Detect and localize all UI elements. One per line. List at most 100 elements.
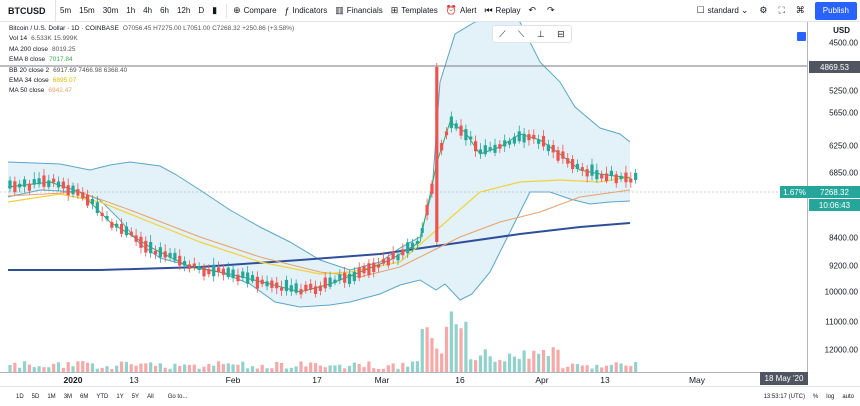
undo-button[interactable]: ↶ (524, 0, 543, 22)
currency-label[interactable]: USD (833, 26, 850, 35)
candle-body (13, 181, 17, 193)
legend-row-ma50[interactable]: MA 50 close 6942.47 (9, 86, 294, 96)
time-tick: Apr (535, 375, 549, 385)
interval-5m[interactable]: 5m (60, 6, 72, 15)
volume-bar (304, 366, 308, 372)
replay-button[interactable]: ⏮ Replay (480, 0, 524, 22)
volume-bar (202, 366, 206, 372)
time-axis[interactable]: 2020 13 Feb 17 Mar 16 Apr 13 May (0, 372, 808, 386)
candle-body (343, 272, 347, 283)
grid-icon[interactable]: ⊟ (557, 28, 565, 39)
interval-15m[interactable]: 15m (79, 6, 95, 15)
volume-bar (498, 359, 502, 372)
interval-1h[interactable]: 1h (126, 6, 136, 15)
snapshot-button[interactable]: ⌘ (792, 0, 812, 22)
settings-button[interactable]: ⚙ (755, 0, 774, 22)
legend-row-ma200[interactable]: MA 200 close 8019.25 (9, 45, 294, 55)
goto-button[interactable]: Go to... (167, 393, 188, 400)
range-5y[interactable]: 5Y (131, 393, 140, 400)
templates-button[interactable]: ⊞ Templates (387, 0, 442, 22)
candle-body (532, 134, 536, 140)
volume-bar (105, 366, 109, 372)
chart-pane[interactable]: Bitcoin / U.S. Dollar · 1D · COINBASE O7… (0, 22, 808, 372)
volume-bar (532, 350, 536, 372)
volume-bar (347, 365, 352, 372)
indicators-button[interactable]: ƒ Indicators (281, 0, 332, 22)
candle-body (566, 158, 570, 164)
range-ytd[interactable]: YTD (96, 393, 109, 400)
interval-6h[interactable]: 6h (160, 6, 169, 15)
compare-button[interactable]: ⊕ Compare (229, 0, 280, 22)
candle-body (90, 198, 95, 205)
candle-body (158, 247, 162, 258)
legend-label: BB 20 close 2 (9, 66, 50, 74)
layout-button[interactable]: ☐ standard ⌄ (693, 0, 756, 22)
interval-30m[interactable]: 30m (102, 6, 119, 15)
legend-row-ema34[interactable]: EMA 34 close 6895.07 (9, 76, 294, 86)
chart-type-button[interactable]: ▮ (208, 0, 224, 22)
candle-body (197, 266, 201, 271)
range-1d[interactable]: 1D (16, 393, 24, 400)
symbol-search[interactable]: BTCUSD (0, 0, 56, 22)
candle-body (493, 144, 497, 153)
volume-bar (187, 364, 192, 372)
financials-button[interactable]: ▥ Financials (331, 0, 387, 22)
range-all[interactable]: All (147, 393, 154, 400)
volume-bar (512, 356, 516, 372)
volume-bar (207, 363, 211, 372)
alert-button[interactable]: ⏰ Alert (442, 0, 481, 22)
candle-body (561, 151, 565, 159)
legend-row-ema8[interactable]: EMA 8 close 7017.84 (9, 55, 294, 65)
candle-body (391, 251, 395, 260)
range-6m[interactable]: 6M (80, 393, 89, 400)
candle-body (221, 268, 225, 275)
range-1y[interactable]: 1Y (116, 393, 124, 400)
utc-clock[interactable]: 13:53:17 (UTC) (763, 393, 805, 400)
interval-12h[interactable]: 12h (176, 6, 191, 15)
percent-toggle[interactable]: % (812, 393, 819, 400)
candle-body (173, 252, 177, 261)
range-3m[interactable]: 3M (63, 393, 73, 400)
pitchfork-icon[interactable]: ⊥ (536, 28, 545, 39)
candle-body (76, 189, 80, 196)
volume-bar (449, 311, 453, 372)
indicators-label: Indicators (292, 6, 328, 15)
redo-button[interactable]: ↷ (543, 0, 562, 22)
drawing-floating-toolbar[interactable]: ⟋ ⟍ ⊥ ⊟ (492, 25, 572, 43)
candle-body (22, 179, 27, 187)
log-toggle[interactable]: log (826, 393, 835, 400)
volume-bar (420, 328, 424, 372)
candle-body (420, 228, 424, 233)
legend-title-row: Bitcoin / U.S. Dollar · 1D · COINBASE O7… (9, 24, 294, 34)
undo-icon: ↶ (528, 5, 536, 15)
volume-bar (604, 365, 609, 372)
publish-button[interactable]: Publish (814, 1, 857, 20)
range-1m[interactable]: 1M (47, 393, 56, 400)
trend-line-icon[interactable]: ⟋ (499, 28, 506, 39)
candle-body (377, 264, 381, 268)
volume-bar (561, 368, 565, 372)
volume-bar (139, 363, 143, 372)
fib-icon[interactable]: ⟍ (518, 28, 525, 39)
auto-toggle[interactable]: auto (842, 393, 854, 400)
plus-circle-icon: ⊕ (233, 5, 241, 15)
candle-body (507, 140, 512, 145)
legend-row-vol[interactable]: Vol 14 6.533K 15.999K (9, 34, 294, 44)
interval-d[interactable]: D (198, 6, 205, 15)
legend-row-bb[interactable]: BB 20 close 2 6917.69 7466.98 6368.40 (9, 66, 294, 76)
volume-bar (333, 365, 337, 372)
scale-settings-icon[interactable] (797, 32, 806, 41)
volume-bar (61, 367, 65, 372)
fullscreen-button[interactable]: ⛶ (774, 0, 791, 22)
volume-bar (444, 326, 449, 372)
range-5d[interactable]: 5D (31, 393, 40, 400)
candle-body (168, 252, 172, 258)
volume-bar (309, 362, 313, 372)
candle-body (546, 144, 550, 152)
candle-body (459, 125, 463, 136)
candle-body (333, 279, 337, 284)
legend-label: Vol 14 (9, 35, 28, 43)
interval-4h[interactable]: 4h (143, 6, 153, 15)
top-toolbar: BTCUSD 5m 15m 30m 1h 4h 6h 12h D ▮ ⊕ Comp… (0, 0, 860, 22)
price-axis[interactable]: USD 4500.00 4869.53 5250.00 5650.00 6250… (809, 22, 860, 372)
